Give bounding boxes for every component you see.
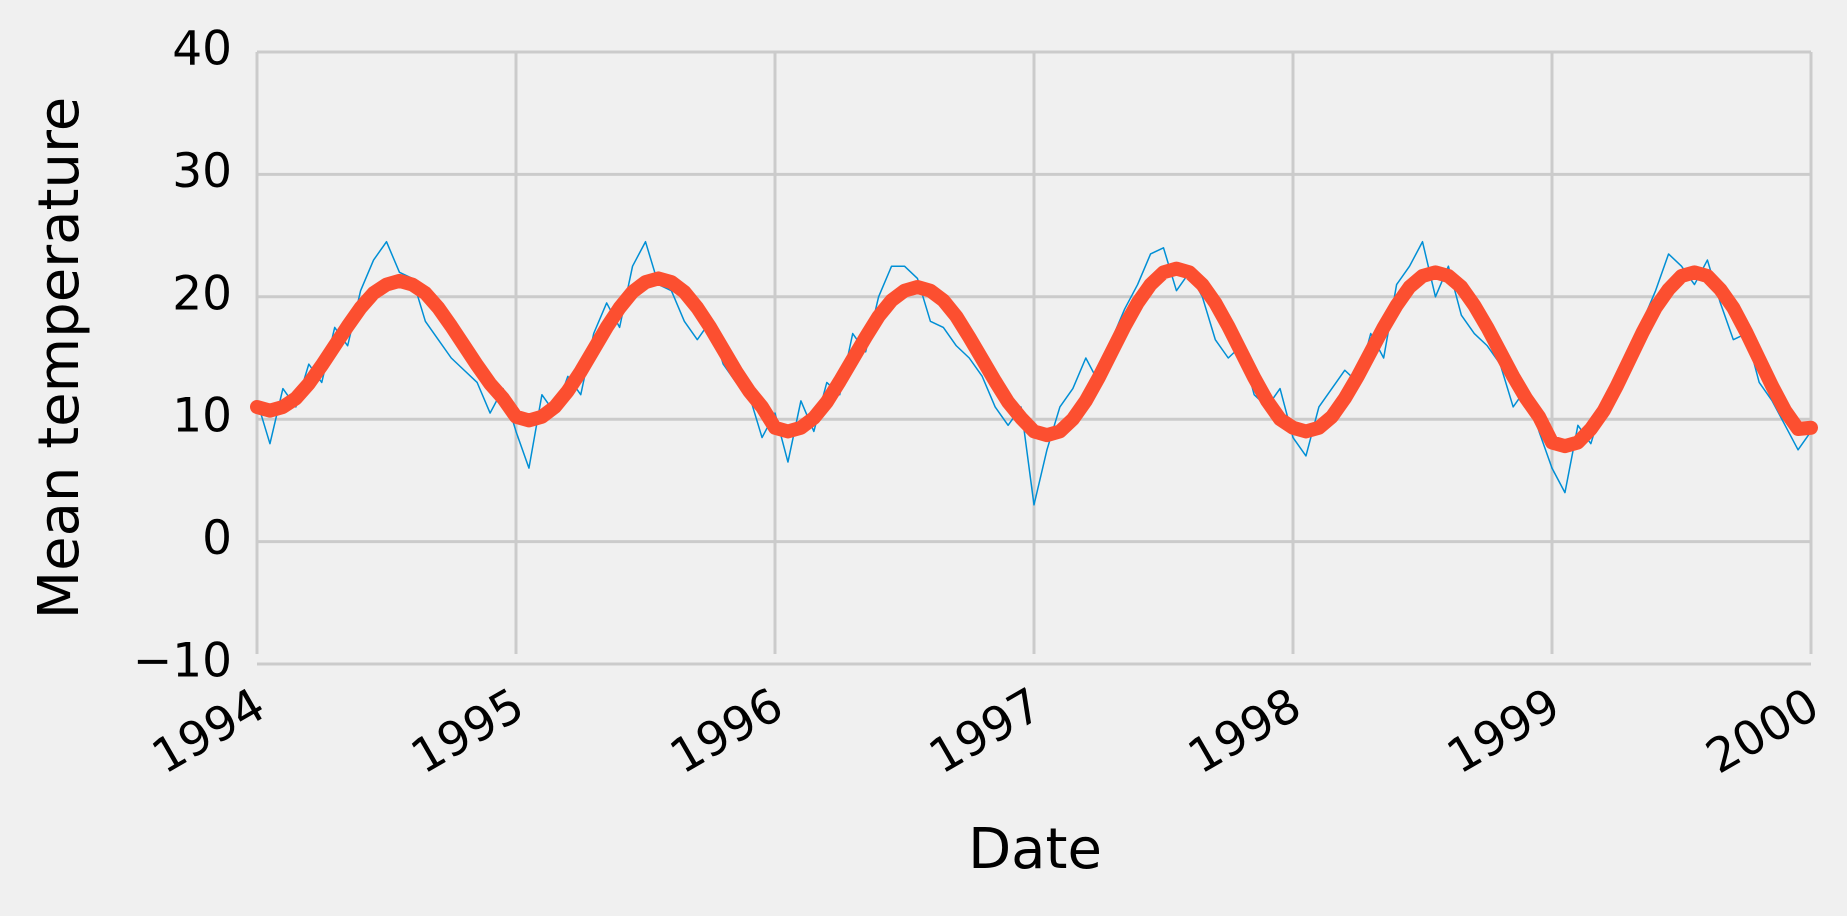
x-axis-label: Date (968, 817, 1102, 882)
y-tick-label: −10 (133, 634, 232, 689)
y-tick-label: 40 (172, 22, 232, 77)
series-line (256, 240, 1812, 506)
y-axis-label: Mean temperature (27, 97, 92, 619)
y-tick-label: 10 (172, 389, 232, 444)
y-tick-label: 0 (202, 511, 232, 566)
series-line (250, 261, 1818, 454)
y-tick-label: 20 (172, 266, 232, 321)
y-tick-label: 30 (172, 144, 232, 199)
